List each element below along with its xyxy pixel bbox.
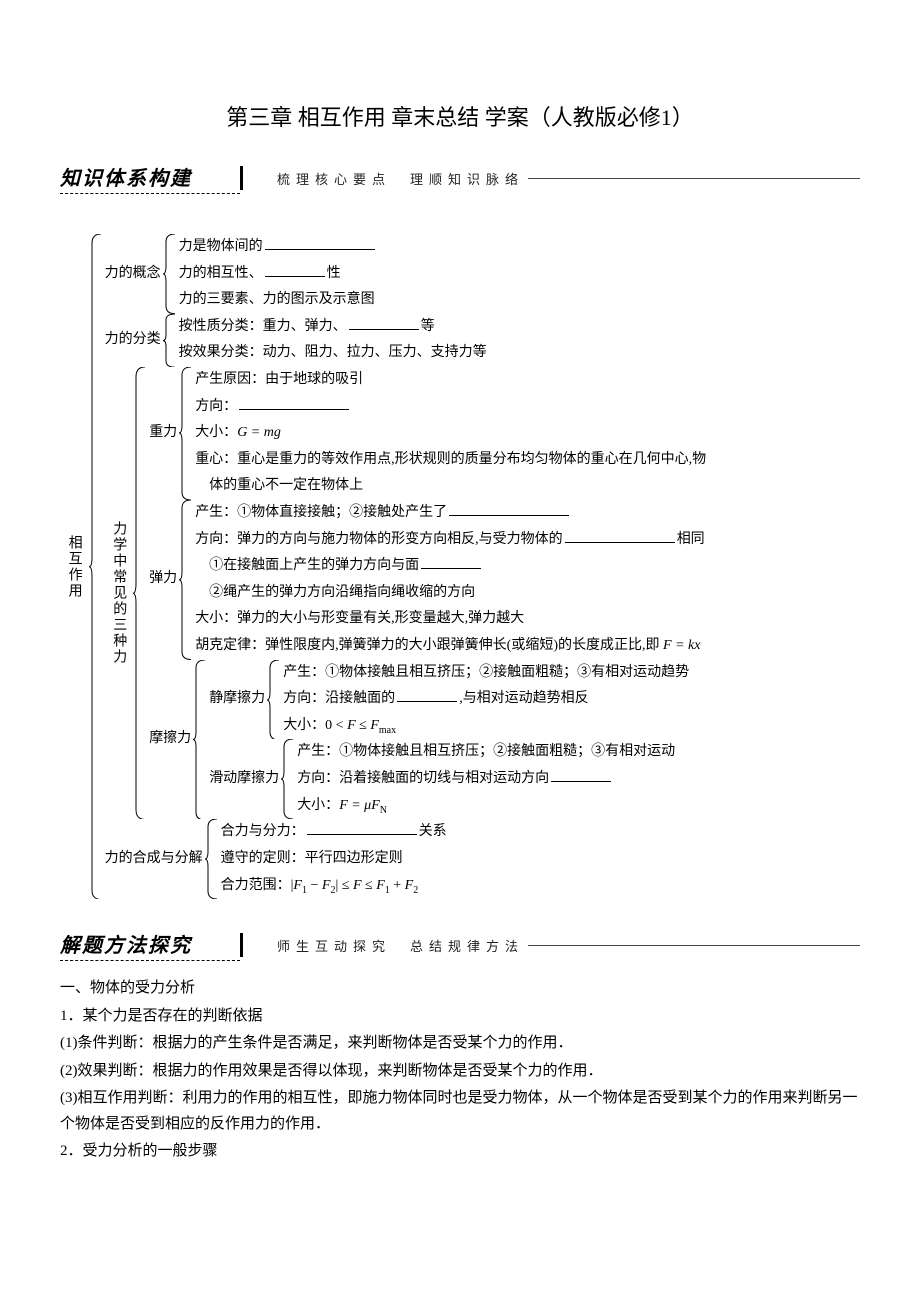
formula: F = kx: [663, 638, 700, 653]
blank: [265, 235, 375, 250]
formula: F: [370, 718, 379, 733]
text: ,与相对运动趋势相反: [459, 691, 589, 706]
text: 遵守的定则：平行四边形定则: [221, 846, 860, 873]
blank: [565, 527, 675, 542]
text: 产生：①物体接触且相互挤压；②接触面粗糙；③有相对运动: [297, 739, 860, 766]
friction-label: 摩擦力: [149, 660, 193, 820]
blank: [397, 687, 457, 702]
classify-label: 力的分类: [105, 314, 163, 367]
formula: F: [376, 878, 385, 893]
divider-line: [528, 178, 860, 179]
composition-label: 力的合成与分解: [105, 819, 205, 899]
text: 等: [421, 319, 435, 334]
formula: F: [353, 878, 362, 893]
formula: F = μF: [339, 798, 380, 813]
text: 产生：①物体直接接触；②接触处产生了: [195, 505, 447, 520]
text: 力的相互性、: [179, 266, 263, 281]
paragraph: (1)条件判断：根据力的产生条件是否满足，来判断物体是否受某个力的作用．: [60, 1031, 860, 1057]
formula: F: [293, 878, 302, 893]
elastic-label: 弹力: [149, 500, 179, 660]
text: −: [307, 878, 322, 893]
section2-sub: 师生互动探究 总结规律方法: [247, 936, 524, 955]
kinetic-friction-label: 滑动摩擦力: [209, 739, 281, 819]
formula: G = mg: [237, 425, 281, 440]
text: 产生原因：由于地球的吸引: [195, 367, 860, 394]
page-title: 第三章 相互作用 章末总结 学案（人教版必修1）: [60, 100, 860, 132]
section1-sub: 梳理核心要点 理顺知识脉络: [247, 169, 524, 188]
text: 大小：0 <: [283, 718, 347, 733]
paragraph: 1．某个力是否存在的判断依据: [60, 1004, 860, 1030]
section-header-2: 解题方法探究 师生互动探究 总结规律方法: [60, 929, 860, 961]
static-friction-label: 静摩擦力: [209, 660, 267, 740]
knowledge-tree: 相互作用 力的概念 力是物体间的 力的相互性、性 力的三要素、力的图示及示意图 …: [60, 234, 860, 899]
sub: 2: [413, 884, 418, 895]
blank: [449, 501, 569, 516]
text: ≤: [362, 878, 377, 893]
formula: F: [347, 718, 356, 733]
concept-label: 力的概念: [105, 234, 163, 314]
text: 方向：弹力的方向与施力物体的形变方向相反,与受力物体的: [195, 532, 563, 547]
blank: [239, 394, 349, 409]
text: 性: [327, 266, 341, 281]
text: 按效果分类：动力、阻力、拉力、压力、支持力等: [179, 340, 860, 367]
divider-bar: [240, 933, 243, 957]
text: 重心：重心是重力的等效作用点,形状规则的质量分布均匀物体的重心在几何中心,物: [195, 447, 860, 474]
blank: [421, 554, 481, 569]
text: | ≤: [335, 878, 353, 893]
text: 方向：: [195, 399, 237, 414]
blank: [551, 767, 611, 782]
body-text: 一、物体的受力分析 1．某个力是否存在的判断依据 (1)条件判断：根据力的产生条…: [60, 976, 860, 1165]
sub: max: [379, 724, 396, 735]
text: 胡克定律：弹性限度内,弹簧弹力的大小跟弹簧伸长(或缩短)的长度成正比,即: [195, 638, 663, 653]
paragraph: (2)效果判断：根据力的作用效果是否得以体现，来判断物体是否受某个力的作用．: [60, 1059, 860, 1085]
formula: F: [405, 878, 414, 893]
three-forces-label: 力学中常见的三种力: [105, 521, 132, 665]
paragraph: 2．受力分析的一般步骤: [60, 1139, 860, 1165]
text: 按性质分类：重力、弹力、: [179, 319, 347, 334]
divider-line: [528, 945, 860, 946]
text: 合力范围：|: [221, 878, 294, 893]
text: 相同: [677, 532, 705, 547]
blank: [307, 820, 417, 835]
text: ≤: [356, 718, 371, 733]
text: +: [390, 878, 405, 893]
text: 大小：弹力的大小与形变量有关,形变量越大,弹力越大: [195, 606, 860, 633]
section-header-1: 知识体系构建 梳理核心要点 理顺知识脉络: [60, 162, 860, 194]
divider-bar: [240, 166, 243, 190]
paragraph: (3)相互作用判断：利用力的作用的相互性，即施力物体同时也是受力物体，从一个物体…: [60, 1086, 860, 1137]
text: 方向：沿着接触面的切线与相对运动方向: [297, 771, 549, 786]
text: 产生：①物体接触且相互挤压；②接触面粗糙；③有相对运动趋势: [283, 660, 860, 687]
root-label: 相互作用: [60, 535, 87, 599]
text: 大小：: [195, 425, 237, 440]
brace: [89, 234, 101, 899]
blank: [349, 314, 419, 329]
text: ②绳产生的弹力方向沿绳指向绳收缩的方向: [195, 580, 860, 607]
text: 合力与分力：: [221, 824, 305, 839]
text: 方向：沿接触面的: [283, 691, 395, 706]
section2-label: 解题方法探究: [60, 935, 198, 957]
text: 力是物体间的: [179, 239, 263, 254]
text: 大小：: [297, 798, 339, 813]
text: ①在接触面上产生的弹力方向与面: [195, 558, 419, 573]
blank: [265, 261, 325, 276]
text: 体的重心不一定在物体上: [195, 473, 860, 500]
section1-label: 知识体系构建: [60, 168, 198, 190]
heading: 一、物体的受力分析: [60, 976, 860, 1002]
text: 力的三要素、力的图示及示意图: [179, 287, 860, 314]
gravity-label: 重力: [149, 367, 179, 500]
text: 关系: [419, 824, 447, 839]
sub: N: [380, 804, 387, 815]
